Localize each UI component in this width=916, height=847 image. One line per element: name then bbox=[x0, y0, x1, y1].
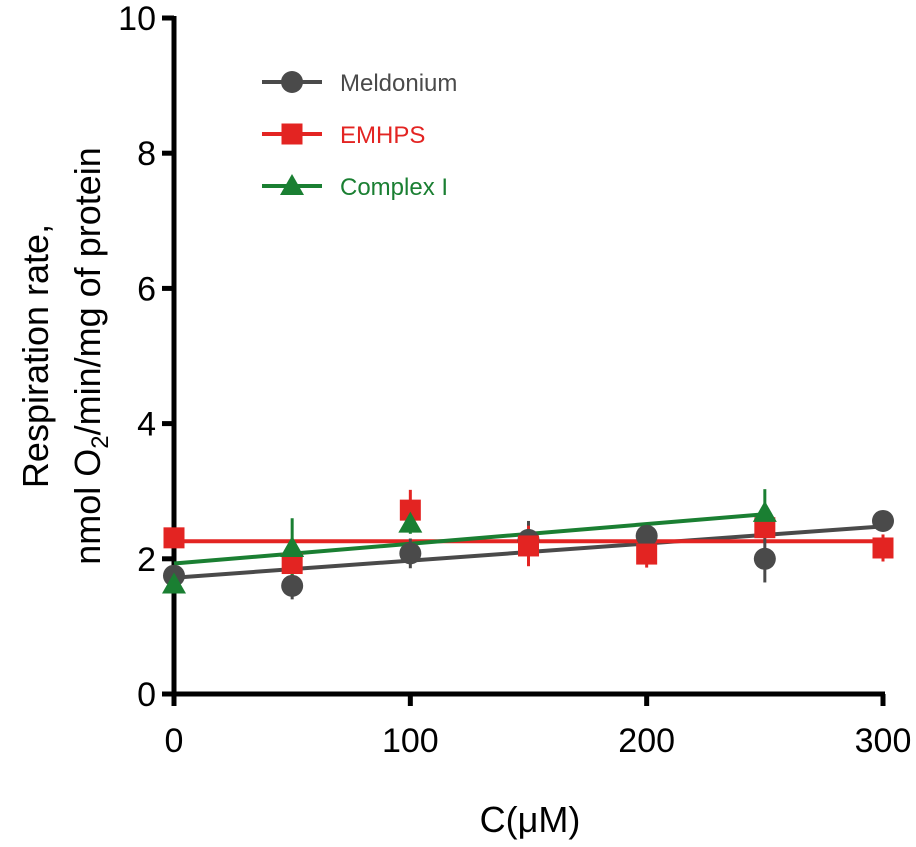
meldonium-point bbox=[281, 574, 304, 597]
x-tick-label: 100 bbox=[382, 722, 439, 760]
emhps-point bbox=[636, 543, 658, 565]
x-tick-label: 0 bbox=[165, 722, 184, 760]
y-tick-label: 4 bbox=[137, 406, 156, 444]
legend: Meldonium EMHPS Complex I bbox=[262, 70, 457, 201]
x-axis-title: C(μM) bbox=[480, 799, 581, 840]
y-axis-title-line1: Respiration rate, bbox=[15, 224, 56, 488]
y-tick-label: 2 bbox=[137, 541, 156, 579]
legend-item-complex-i: Complex I bbox=[262, 174, 448, 201]
meldonium-point bbox=[635, 524, 658, 547]
legend-marker-meldonium bbox=[281, 71, 303, 93]
legend-item-meldonium: Meldonium bbox=[262, 70, 457, 97]
axes bbox=[162, 16, 885, 706]
y-label-pre: nmol O bbox=[67, 449, 108, 565]
meldonium-point bbox=[753, 547, 776, 570]
legend-label-emhps: EMHPS bbox=[340, 122, 425, 149]
y-label-post: /min/mg of protein bbox=[67, 147, 108, 435]
markers bbox=[162, 499, 894, 597]
y-tick-label: 0 bbox=[137, 676, 156, 714]
y-tick-label: 10 bbox=[118, 0, 156, 38]
emhps-point bbox=[399, 499, 421, 521]
y-tick-label: 8 bbox=[137, 135, 156, 173]
y-axis-title-line2: nmol O2/min/mg of protein bbox=[67, 147, 114, 565]
complex-i-fit-line bbox=[173, 512, 765, 566]
legend-label-meldonium: Meldonium bbox=[340, 70, 457, 97]
y-axis-title: Respiration rate, bbox=[15, 224, 56, 488]
emhps-point bbox=[281, 553, 303, 575]
emhps-point bbox=[163, 527, 185, 549]
complex-i-point bbox=[398, 511, 423, 533]
x-tick-label: 200 bbox=[618, 722, 675, 760]
legend-marker-complex-i bbox=[280, 174, 304, 195]
y-label-sub: 2 bbox=[87, 435, 114, 448]
legend-marker-emhps bbox=[281, 123, 303, 145]
legend-label-complex-i: Complex I bbox=[340, 174, 448, 201]
complex-i-point bbox=[752, 500, 777, 522]
emhps-point bbox=[518, 535, 539, 557]
y-axis-title-line2-group: nmol O2/min/mg of protein bbox=[67, 147, 114, 565]
emhps-point bbox=[872, 537, 894, 559]
x-tick-label: 300 bbox=[855, 722, 912, 760]
complex-i-point bbox=[162, 572, 186, 594]
x-ticks: 0 100 200 300 bbox=[165, 694, 912, 760]
emhps-point bbox=[754, 517, 776, 539]
legend-item-emhps: EMHPS bbox=[262, 122, 425, 149]
meldonium-point bbox=[872, 509, 894, 532]
y-tick-label: 6 bbox=[137, 270, 156, 308]
y-ticks: 0 2 4 6 8 10 bbox=[118, 0, 174, 714]
complex-i-point bbox=[280, 535, 305, 557]
meldonium-point bbox=[399, 542, 422, 565]
